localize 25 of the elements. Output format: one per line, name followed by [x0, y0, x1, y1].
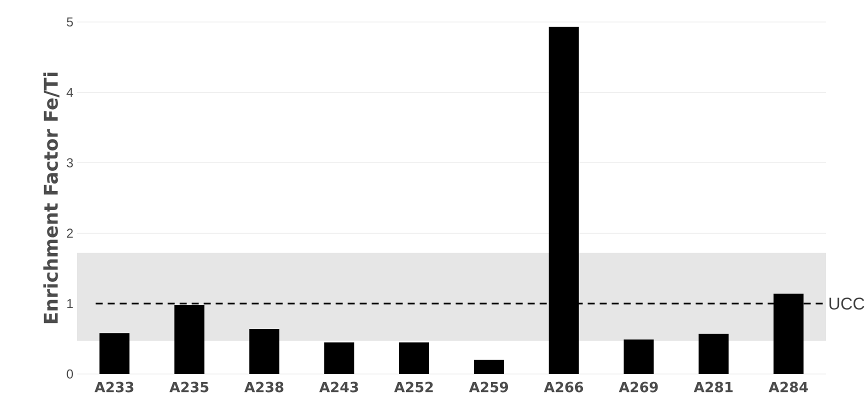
bar [698, 334, 729, 374]
y-tick-label: 0 [66, 369, 73, 379]
x-tick-label: A233 [94, 382, 134, 392]
x-tick-label: A238 [244, 382, 284, 392]
bar [99, 333, 130, 374]
x-tick-label: A259 [469, 382, 508, 392]
y-tick-label: 2 [66, 228, 73, 238]
bar [249, 328, 280, 374]
ref-line-label: UCC [830, 298, 864, 310]
x-tick-label: A252 [394, 382, 433, 392]
y-axis-title: Enrichment Factor Fe/Ti [43, 72, 60, 324]
x-tick-label: A235 [169, 382, 208, 392]
x-tick-label: A269 [618, 382, 658, 392]
x-tick-label: A284 [768, 382, 808, 392]
x-tick-label: A266 [544, 382, 584, 392]
bar [474, 360, 504, 374]
x-tick-label: A281 [694, 382, 733, 392]
y-tick-label: 3 [66, 158, 73, 168]
bar [624, 340, 654, 374]
x-tick-label: A243 [319, 382, 358, 392]
y-tick-label: 1 [67, 299, 73, 308]
bar [399, 342, 430, 374]
y-tick-label: 4 [66, 88, 74, 97]
bar [324, 342, 354, 374]
y-tick-label: 5 [66, 17, 73, 27]
